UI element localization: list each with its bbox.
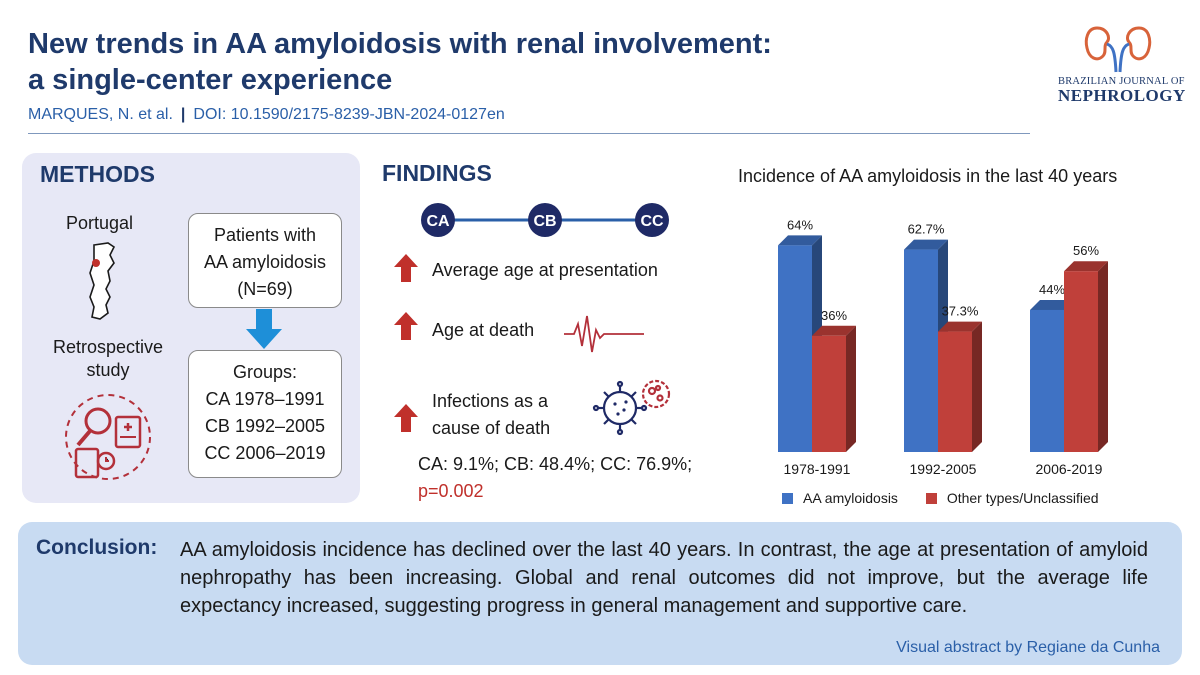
up-arrow-icon [394, 254, 418, 282]
methods-heading: METHODS [40, 161, 155, 187]
category-label: 2006-2019 [1036, 461, 1103, 477]
finding-infections: Infections as a cause of death [432, 388, 572, 442]
chart-title: Incidence of AA amyloidosis in the last … [738, 166, 1118, 186]
legend-swatch-aa [782, 493, 793, 504]
bar-side [1098, 261, 1108, 452]
infection-stats: CA: 9.1%; CB: 48.4%; CC: 76.9%; p=0.002 [418, 451, 758, 505]
journal-logo: BRAZILIAN JOURNAL OF NEPHROLOGY [1058, 22, 1186, 132]
groups-box: Groups: CA 1978–1991 CB 1992–2005 CC 200… [188, 350, 342, 478]
doi-link[interactable]: DOI: 10.1590/2175-8239-JBN-2024-0127en [193, 106, 505, 123]
bar-aa-1978-1991 [778, 245, 812, 452]
portugal-map-icon [89, 242, 116, 320]
byline: MARQUES, N. et al. | DOI: 10.1590/2175-823… [28, 106, 505, 124]
infection-stats-values: CA: 9.1%; CB: 48.4%; CC: 76.9%; [418, 454, 693, 474]
patients-line-1: Patients with [213, 225, 317, 245]
finding-infections-line-2: cause of death [432, 418, 551, 438]
svg-text:CC: CC [640, 213, 664, 230]
legend-item-other: Other types/Unclassified [925, 490, 1099, 506]
data-label: 62.7% [908, 222, 945, 237]
conclusion-label: Conclusion: [36, 536, 158, 559]
study-type-line-2: study [86, 360, 130, 380]
up-arrow-icon [394, 312, 418, 340]
svg-text:CA: CA [426, 213, 450, 230]
group-cc: CC 2006–2019 [204, 443, 326, 463]
bar-top [938, 321, 982, 332]
bar-other-1978-1991 [812, 335, 846, 452]
down-arrow-icon [246, 309, 282, 349]
group-cb: CB 1992–2005 [204, 416, 326, 436]
p-value: p=0.002 [418, 481, 484, 501]
logo-text-line-2: NEPHROLOGY [1058, 86, 1186, 105]
bar-other-2006-2019 [1064, 271, 1098, 452]
data-label: 36% [821, 308, 847, 323]
bar-aa-2006-2019 [1030, 309, 1064, 452]
finding-infections-line-1: Infections as a [432, 391, 549, 411]
findings-heading: FINDINGS [382, 160, 492, 186]
patients-line-2: AA amyloidosis [203, 252, 327, 272]
patients-line-3: (N=69) [237, 279, 293, 299]
finding-age-death: Age at death [432, 320, 535, 340]
patients-box: Patients with AA amyloidosis (N=69) [188, 213, 342, 308]
visual-abstract-credit: Visual abstract by Regiane da Cunha [896, 639, 1160, 656]
conclusion-panel: Conclusion: AA amyloidosis incidence has… [18, 522, 1182, 665]
data-label: 44% [1039, 282, 1065, 297]
legend-label-other: Other types/Unclassified [946, 490, 1099, 506]
header-divider [28, 133, 1030, 134]
data-label: 56% [1073, 243, 1099, 258]
bar-top [778, 235, 822, 246]
group-ca: CA 1978–1991 [205, 389, 325, 409]
chart-legend: AA amyloidosis Other types/Unclassified [782, 490, 1123, 506]
data-label: 37.3% [942, 304, 979, 319]
bar-aa-1992-2005 [904, 249, 938, 452]
bar-top [1064, 261, 1108, 272]
timeline-node-cb: CB [528, 203, 562, 237]
bar-top [1030, 299, 1074, 310]
title-line-2: a single-center experience [28, 64, 393, 96]
study-type-line-1: Retrospective [52, 337, 164, 357]
incidence-bar-chart: 64% 36% 1978-1991 62.7% 37.3% 1992-2005 44% 56%… [778, 217, 1108, 477]
legend-swatch-other [925, 493, 937, 504]
virus-bacteria-icon [592, 379, 671, 436]
ecg-flatline-icon [564, 315, 644, 353]
title-line-1: New trends in AA amyloidosis with renal … [28, 28, 772, 60]
category-label: 1978-1991 [784, 461, 851, 477]
groups-heading: Groups: [232, 362, 298, 382]
data-label: 64% [787, 217, 813, 232]
page-title: New trends in AA amyloidosis with renal … [28, 26, 848, 98]
category-label: 1992-2005 [910, 461, 977, 477]
up-arrow-icon [394, 404, 418, 432]
conclusion-text: AA amyloidosis incidence has declined ov… [180, 539, 1148, 617]
authors: MARQUES, N. et al. [28, 106, 173, 123]
bar-other-1992-2005 [938, 331, 972, 452]
finding-age-presentation: Average age at presentation [432, 260, 658, 280]
bar-side [846, 325, 856, 452]
timeline-node-cc: CC [635, 203, 669, 237]
cohort-timeline: CA CB CC [421, 203, 669, 237]
bar-top [812, 325, 856, 336]
bar-side [972, 321, 982, 452]
methods-panel: METHODS Portugal Retrospective study Pat… [22, 153, 360, 503]
logo-text-line-1: BRAZILIAN JOURNAL OF [1058, 76, 1185, 87]
timeline-node-ca: CA [421, 203, 455, 237]
bar-top [904, 239, 948, 250]
clipboard-magnifier-icon [65, 394, 151, 480]
legend-label-aa: AA amyloidosis [803, 490, 898, 506]
kidneys-icon [1084, 26, 1152, 73]
svg-text:CB: CB [533, 213, 556, 230]
legend-item-aa: AA amyloidosis [782, 490, 898, 506]
country-label: Portugal [66, 213, 134, 233]
study-type-label: Retrospective study [42, 336, 174, 382]
byline-separator: | [180, 106, 186, 123]
